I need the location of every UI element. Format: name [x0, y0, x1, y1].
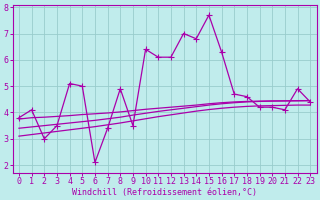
X-axis label: Windchill (Refroidissement éolien,°C): Windchill (Refroidissement éolien,°C)	[72, 188, 257, 197]
